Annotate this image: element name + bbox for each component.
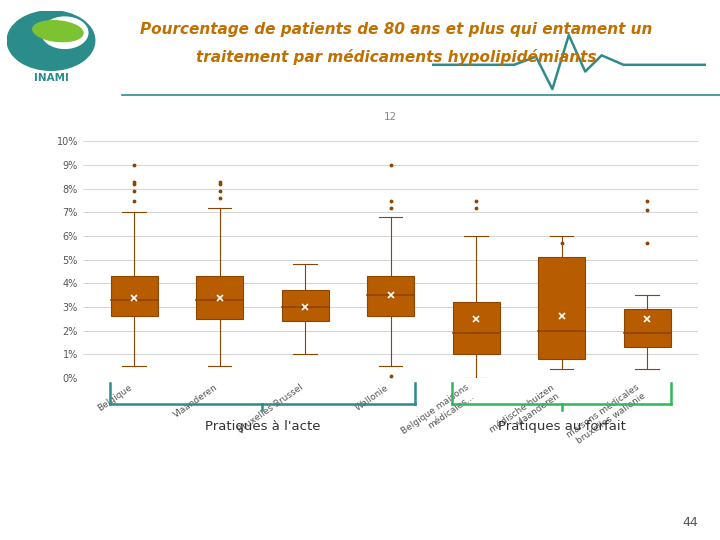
Text: INAMI: INAMI xyxy=(34,73,68,83)
Text: 44: 44 xyxy=(683,516,698,529)
Ellipse shape xyxy=(33,21,83,42)
Text: 12: 12 xyxy=(384,112,397,122)
Text: Pratiques à l'acte: Pratiques à l'acte xyxy=(204,420,320,433)
Bar xyxy=(624,309,670,347)
Circle shape xyxy=(7,11,95,70)
Text: Pratiques au forfait: Pratiques au forfait xyxy=(498,420,626,433)
Bar xyxy=(282,291,328,321)
Circle shape xyxy=(42,17,88,49)
Text: Pourcentage de patients de 80 ans et plus qui entament un: Pourcentage de patients de 80 ans et plu… xyxy=(140,22,652,37)
Bar xyxy=(367,276,414,316)
Bar xyxy=(196,276,243,319)
Bar xyxy=(111,276,158,316)
Bar xyxy=(538,258,585,359)
Bar xyxy=(453,302,500,354)
Text: traitement par médicaments hypolipidémiants: traitement par médicaments hypolipidémia… xyxy=(196,49,596,65)
